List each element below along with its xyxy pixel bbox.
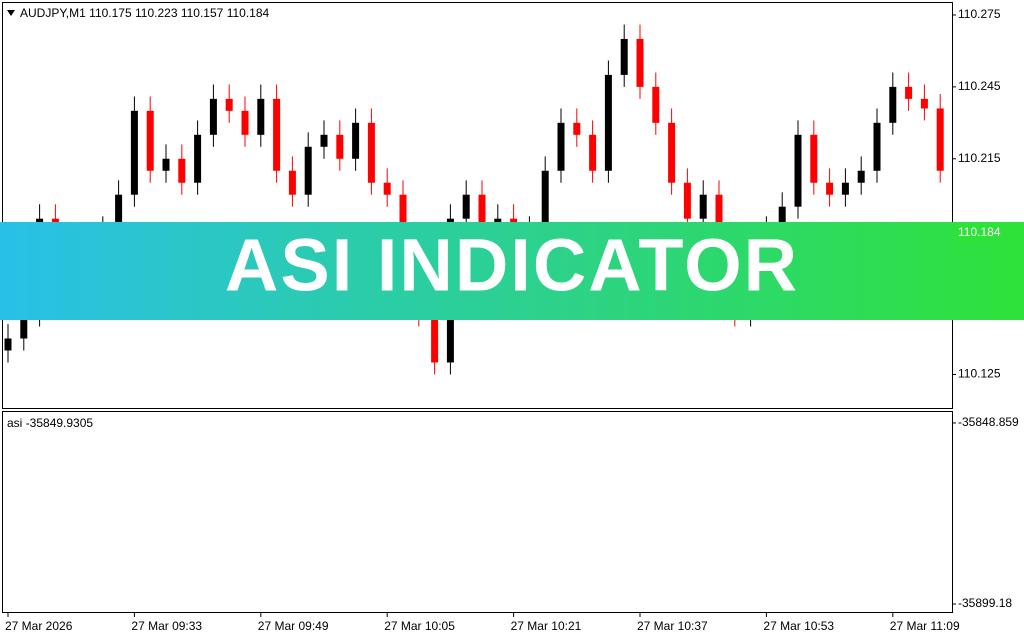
candle-body bbox=[557, 122, 565, 171]
indicator-header: asi -35849.9305 bbox=[7, 416, 93, 430]
ohlc: 110.223 bbox=[135, 6, 178, 20]
candle-body bbox=[810, 134, 818, 183]
candle-body bbox=[652, 86, 660, 123]
indicator-name: asi bbox=[7, 416, 22, 430]
candle-body bbox=[209, 98, 217, 135]
candle-body bbox=[589, 134, 597, 171]
candle-body bbox=[889, 86, 897, 123]
candle-body bbox=[352, 122, 360, 159]
symbol: AUDJPY,M1 bbox=[20, 6, 86, 20]
candle-body bbox=[636, 38, 644, 87]
candle-body bbox=[920, 98, 928, 109]
x-tick-label: 27 Mar 10:37 bbox=[637, 619, 708, 633]
candle-body bbox=[936, 108, 944, 171]
x-tick-label: 27 Mar 11:09 bbox=[890, 619, 960, 633]
candle-body bbox=[905, 86, 913, 99]
x-tick-label: 27 Mar 10:53 bbox=[763, 619, 834, 633]
candle-body bbox=[683, 182, 691, 219]
y-tick-label: -35899.18 bbox=[958, 596, 1012, 610]
candle-body bbox=[462, 194, 470, 219]
candle-body bbox=[541, 170, 549, 231]
candle-body bbox=[241, 110, 249, 135]
x-tick-label: 27 Mar 2026 bbox=[5, 619, 73, 633]
candle-body bbox=[194, 134, 202, 183]
x-tick-label: 27 Mar 09:49 bbox=[258, 619, 329, 633]
candle-body bbox=[225, 98, 233, 111]
y-tick-label: 110.245 bbox=[958, 79, 1001, 93]
candle-body bbox=[320, 134, 328, 147]
candle-body bbox=[604, 74, 612, 171]
ohlc: 110.157 bbox=[181, 6, 224, 20]
indicator-panel bbox=[2, 411, 953, 613]
candle-body bbox=[383, 182, 391, 195]
ohlc: 110.175 bbox=[89, 6, 132, 20]
candle-body bbox=[478, 194, 486, 231]
candle-body bbox=[146, 110, 154, 171]
candle-body bbox=[115, 194, 123, 231]
candle-body bbox=[794, 134, 802, 207]
candle-body bbox=[273, 98, 281, 171]
overlay: 110.184 bbox=[954, 224, 1024, 243]
candle-body bbox=[873, 122, 881, 171]
candle-body bbox=[130, 110, 138, 195]
candle-body bbox=[857, 170, 865, 183]
candle-body bbox=[288, 170, 296, 195]
candle-body bbox=[431, 314, 439, 363]
last-price-box bbox=[954, 224, 1024, 243]
candle-body bbox=[178, 158, 186, 183]
x-tick-label: 27 Mar 10:21 bbox=[511, 619, 582, 633]
candle-body bbox=[304, 146, 312, 195]
candle-body bbox=[162, 158, 170, 171]
ohlc: 110.184 bbox=[227, 6, 270, 20]
candle-body bbox=[20, 314, 28, 339]
y-tick-label: 110.215 bbox=[958, 151, 1001, 165]
candle-body bbox=[620, 38, 628, 75]
candle-body bbox=[841, 182, 849, 195]
x-tick-label: 27 Mar 10:05 bbox=[384, 619, 455, 633]
last-price-label: 110.184 bbox=[958, 225, 1001, 239]
main-panel bbox=[2, 2, 953, 409]
candle-body bbox=[826, 182, 834, 195]
candle-body bbox=[4, 338, 12, 351]
y-tick-label: 110.275 bbox=[958, 7, 1001, 21]
y-tick-label: 110.125 bbox=[958, 367, 1001, 381]
banner-text: ASI INDICATOR bbox=[225, 224, 799, 307]
indicator-value: -35849.9305 bbox=[26, 416, 94, 430]
candle-body bbox=[778, 206, 786, 231]
candle-body bbox=[573, 122, 581, 135]
candle-body bbox=[668, 122, 676, 183]
dropdown-icon bbox=[7, 10, 15, 16]
candle-body bbox=[336, 134, 344, 159]
candle-body bbox=[257, 98, 265, 135]
header: AUDJPY,M1 110.175 110.223 110.157 110.18… bbox=[20, 6, 270, 20]
x-tick-label: 27 Mar 09:33 bbox=[131, 619, 202, 633]
candle-body bbox=[699, 194, 707, 219]
banner bbox=[0, 222, 1024, 320]
candle-body bbox=[367, 122, 375, 183]
y-tick-label: -35848.859 bbox=[958, 415, 1019, 429]
